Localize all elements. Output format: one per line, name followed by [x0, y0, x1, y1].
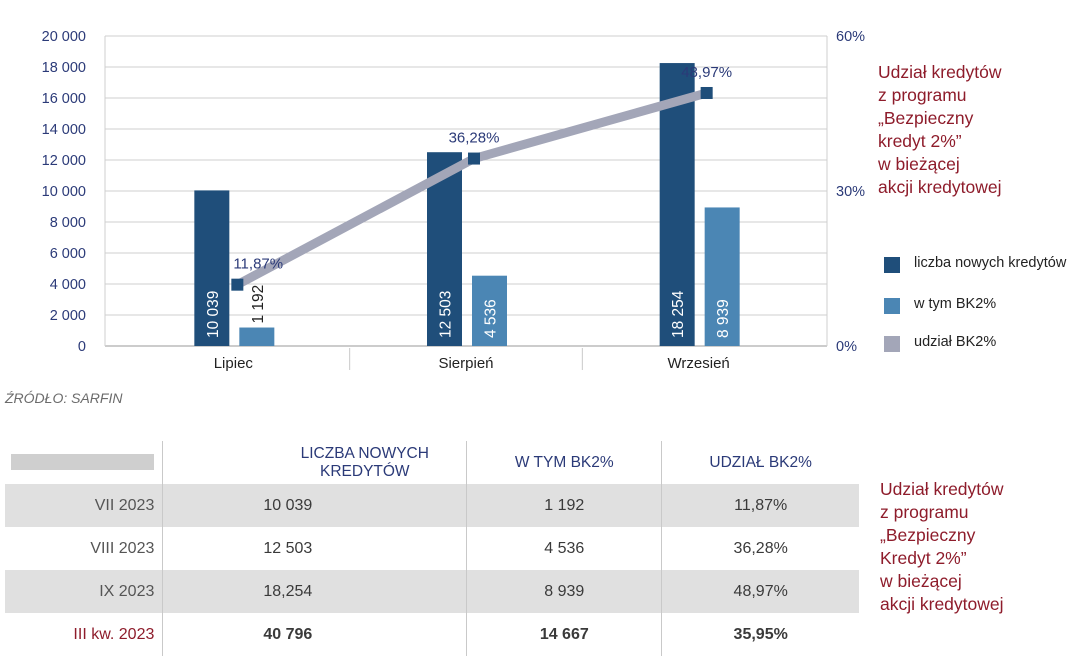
bar-bk2: [239, 327, 275, 346]
header-bk2: W TYM BK2%: [466, 441, 662, 484]
y-tick-label: 4 000: [50, 277, 86, 293]
header-grey-bar: [11, 454, 155, 471]
y-tick-label: 10 000: [42, 184, 86, 200]
header-count: LICZBA NOWYCH KREDYTÓW: [162, 441, 467, 484]
legend-label: liczba nowych kredytów: [914, 255, 1067, 271]
row-share: 11,87%: [661, 484, 859, 527]
header-corner: [5, 441, 163, 484]
row-share: 35,95%: [661, 613, 859, 656]
bar-bk2-label: 1 192: [250, 285, 267, 324]
row-count: 12 503: [162, 527, 467, 570]
bar-bk2: [704, 207, 740, 346]
note-line: kredyt 2%”: [878, 131, 962, 151]
x-tick-label: Sierpień: [438, 355, 493, 372]
bar-count: [659, 63, 695, 347]
row-count: 40 796: [162, 613, 467, 656]
share-line: [231, 86, 713, 291]
table-row: VII 2023 10 039 1 192 11,87%: [5, 484, 859, 527]
row-period: VII 2023: [5, 484, 163, 527]
summary-table: LICZBA NOWYCH KREDYTÓW W TYM BK2% UDZIAŁ…: [5, 441, 859, 656]
y-tick-label: 8 000: [50, 215, 86, 231]
table-side-note: Udział kredytów z programu „Bezpieczny K…: [880, 478, 1004, 616]
note-line: w bieżącej: [878, 154, 960, 174]
share-marker: [231, 278, 244, 291]
note-line: akcji kredytowej: [878, 177, 1002, 197]
bar-bk2-label: 4 536: [483, 299, 500, 338]
legend-swatch-grey: [884, 336, 900, 352]
source-label: ŹRÓDŁO: SARFIN: [5, 390, 123, 406]
table-row: VIII 2023 12 503 4 536 36,28%: [5, 527, 859, 570]
y2-tick-label: 30%: [836, 184, 865, 200]
chart-side-note: Udział kredytów z programu „Bezpieczny k…: [878, 61, 1002, 199]
share-marker: [700, 86, 713, 99]
bar-bk2: [472, 275, 507, 346]
note-line: Udział kredytów: [880, 479, 1004, 499]
legend-label: udział BK2%: [914, 334, 997, 350]
share-line-path: [235, 88, 708, 289]
y2-tick-label: 0%: [836, 339, 857, 355]
y-tick-label: 2 000: [50, 308, 86, 324]
y-tick-label: 12 000: [42, 153, 86, 169]
note-line: „Bezpieczny: [880, 525, 976, 545]
header-share: UDZIAŁ BK2%: [661, 441, 859, 484]
row-period: VIII 2023: [90, 539, 155, 557]
note-line: z programu: [880, 502, 969, 522]
y-tick-label: 20 000: [42, 29, 86, 45]
table-header-row: LICZBA NOWYCH KREDYTÓW W TYM BK2% UDZIAŁ…: [5, 441, 859, 484]
x-tick-label: Wrzesień: [668, 355, 730, 372]
axes: 0 2 000 4 000 6 000 8 000 10 000 12 000 14 000 1…: [42, 29, 865, 372]
y-tick-label: 6 000: [50, 246, 86, 262]
legend-swatch-light: [884, 298, 900, 314]
row-count: 18,254: [162, 570, 467, 613]
table-total-row: III kw. 2023 40 796 14 667 35,95%: [5, 613, 859, 656]
data-labels: 10 039 1 192 12 503 4 536 18 254 8 939 11,87% 3…: [205, 64, 732, 338]
share-marker: [468, 152, 480, 165]
row-bk2: 14 667: [466, 613, 662, 656]
y-tick-label: 18 000: [42, 60, 86, 76]
row-bk2: 4 536: [466, 527, 662, 570]
legend-label: w tym BK2%: [914, 296, 997, 312]
row-share: 48,97%: [661, 570, 859, 613]
note-line: w bieżącej: [880, 571, 962, 591]
bar-count-label: 12 503: [438, 291, 455, 338]
row-count: 10 039: [162, 484, 467, 527]
note-line: Udział kredytów: [878, 62, 1002, 82]
share-label: 11,87%: [233, 256, 283, 273]
row-bk2: 8 939: [466, 570, 662, 613]
y2-tick-label: 60%: [836, 29, 865, 45]
note-line: akcji kredytowej: [880, 594, 1004, 614]
share-label: 36,28%: [449, 130, 500, 147]
row-period: IX 2023: [5, 570, 163, 613]
row-bk2: 1 192: [466, 484, 662, 527]
combo-chart: 0 2 000 4 000 6 000 8 000 10 000 12 000 14 000 1…: [42, 29, 865, 372]
bar-count-label: 18 254: [670, 290, 687, 338]
y-tick-label: 16 000: [42, 91, 86, 107]
note-line: „Bezpieczny: [878, 108, 974, 128]
share-label: 48,97%: [681, 64, 732, 81]
bar-bk2-label: 8 939: [715, 299, 732, 338]
bar-count-label: 10 039: [205, 291, 222, 338]
legend-swatch-dark: [884, 257, 900, 273]
bar-count: [194, 190, 230, 346]
note-line: z programu: [878, 85, 967, 105]
y-tick-label: 14 000: [42, 122, 86, 138]
row-period: III kw. 2023: [73, 625, 155, 643]
note-line: Kredyt 2%”: [880, 548, 967, 568]
x-tick-label: Lipiec: [214, 355, 254, 372]
table-row: IX 2023 18,254 8 939 48,97%: [5, 570, 859, 613]
row-share: 36,28%: [661, 527, 859, 570]
y-tick-label: 0: [78, 339, 86, 355]
